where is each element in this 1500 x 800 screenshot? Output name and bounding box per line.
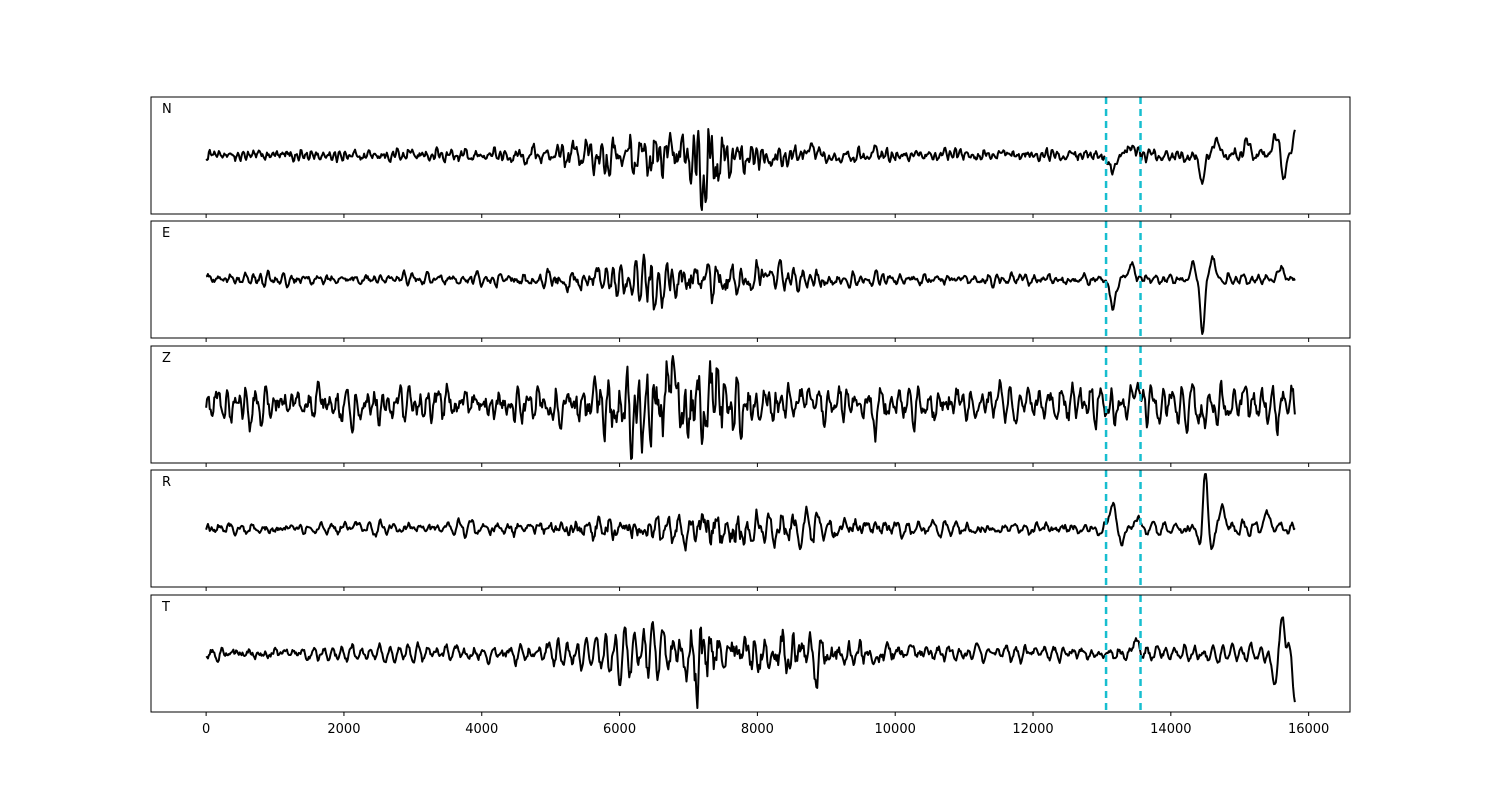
- x-tick-label: 2000: [327, 722, 360, 737]
- panel-frame: [150, 594, 1351, 713]
- x-tick-label: 16000: [1288, 722, 1329, 737]
- x-tick-label: 4000: [465, 722, 498, 737]
- trace-e: [205, 253, 1296, 335]
- trace-n: [205, 128, 1296, 211]
- panel-label: E: [162, 226, 170, 241]
- x-axis: 0 2000 4000 6000 8000 10000 12000 14000 16000: [202, 722, 1329, 737]
- x-tick-label: 12000: [1012, 722, 1053, 737]
- panel-label: R: [162, 475, 171, 490]
- x-tick-label: 6000: [603, 722, 636, 737]
- panels-group: N E Z R T: [150, 96, 1351, 716]
- panel-frame: [150, 96, 1351, 215]
- panel-label: T: [161, 600, 170, 615]
- panel-z: Z: [150, 345, 1351, 467]
- panel-frame: [150, 345, 1351, 464]
- panel-t: T: [150, 594, 1351, 716]
- panel-r: R: [150, 469, 1351, 591]
- panel-frame: [150, 220, 1351, 339]
- x-tick-label: 0: [202, 722, 210, 737]
- trace-t: [205, 616, 1296, 709]
- panel-e: E: [150, 220, 1351, 342]
- panel-n: N: [150, 96, 1351, 218]
- panel-label: N: [162, 102, 172, 117]
- x-tick-label: 8000: [741, 722, 774, 737]
- x-tick-label: 10000: [875, 722, 916, 737]
- panel-frame: [150, 469, 1351, 588]
- x-tick-label: 14000: [1150, 722, 1191, 737]
- trace-z: [205, 355, 1296, 460]
- panel-label: Z: [162, 351, 171, 366]
- trace-r: [205, 473, 1296, 552]
